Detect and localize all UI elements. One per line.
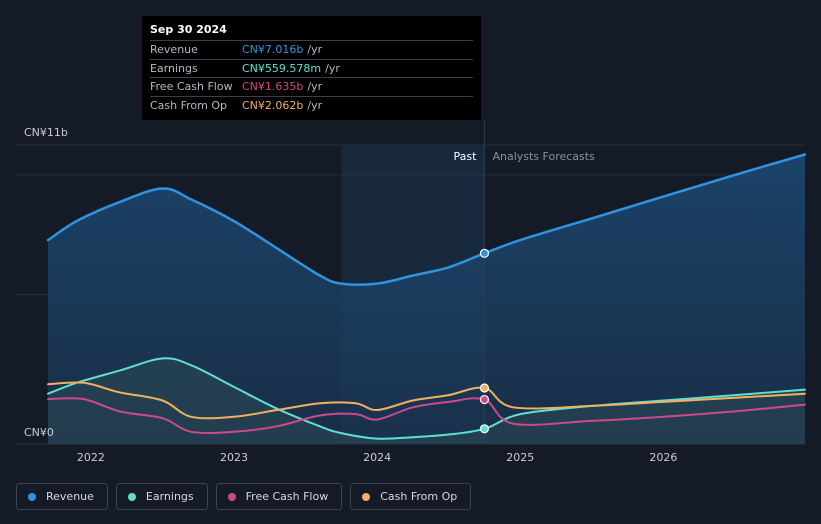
y-axis-bottom-label: CN¥0 [24,426,54,439]
tooltip-value: CN¥7.016b [242,43,304,57]
x-tick-label: 2026 [649,451,677,464]
cash-from-op-line [47,381,806,420]
legend-label: Revenue [46,490,94,503]
past-label: Past [454,150,478,163]
tooltip-unit: /yr [307,43,323,57]
tooltip-date: Sep 30 2024 [150,23,227,36]
tooltip-unit: /yr [307,98,323,112]
legend-label: Free Cash Flow [245,490,329,503]
x-tick-labels: 2022 2023 2024 2025 2026 [77,451,677,464]
tooltip-label: Earnings [150,61,198,75]
tooltip-unit: /yr [307,80,323,94]
x-tick-label: 2024 [363,451,391,464]
tooltip-row-free-cash-flow: Free Cash Flow CN¥1.635b /yr [150,77,473,96]
x-tick-label: 2022 [77,451,105,464]
legend-label: Cash From Op [380,490,458,503]
tooltip-row-revenue: Revenue CN¥7.016b /yr [150,40,473,59]
cash-from-op-point [479,383,490,393]
tooltip-label: Revenue [150,43,198,57]
tooltip-label: Free Cash Flow [150,80,233,94]
revenue-area [48,154,805,444]
cash-from-op-dot-icon [362,492,371,501]
revenue-point [479,248,490,258]
earnings-area [48,358,805,444]
tooltip-value: CN¥2.062b [242,98,304,112]
earnings-point [479,424,490,434]
forecast-label: Analysts Forecasts [492,150,595,163]
tooltip: Sep 30 2024 Revenue CN¥7.016b /yr Earnin… [142,16,481,120]
divider-points [479,248,490,434]
revenue-line [46,153,807,286]
tooltip-row-cash-from-op: Cash From Op CN¥2.062b /yr [150,95,473,115]
free-cash-flow-point [479,394,490,405]
tooltip-label: Cash From Op [150,98,228,112]
series-lines [46,153,807,440]
tooltip-value: CN¥559.578m [242,61,322,75]
x-tick-label: 2023 [220,451,248,464]
legend-item-earnings[interactable]: Earnings [115,483,208,510]
legend-label: Earnings [145,490,194,503]
series-fills [48,154,805,444]
y-axis-top-label: CN¥11b [24,126,68,139]
earnings-dot-icon [127,492,136,501]
legend-item-revenue[interactable]: Revenue [16,483,108,510]
free-cash-flow-dot-icon [227,492,236,501]
legend: Revenue Earnings Free Cash Flow Cash Fro… [16,483,472,510]
x-tick-label: 2025 [506,451,534,464]
tooltip-unit: /yr [325,61,340,75]
tooltip-row-earnings: Earnings CN¥559.578m /yr [150,58,473,78]
revenue-dot-icon [28,492,36,501]
tooltip-value: CN¥1.635b [242,80,304,94]
legend-item-cash-from-op[interactable]: Cash From Op [350,483,472,510]
legend-item-free-cash-flow[interactable]: Free Cash Flow [215,483,343,510]
free-cash-flow-line [47,397,806,435]
